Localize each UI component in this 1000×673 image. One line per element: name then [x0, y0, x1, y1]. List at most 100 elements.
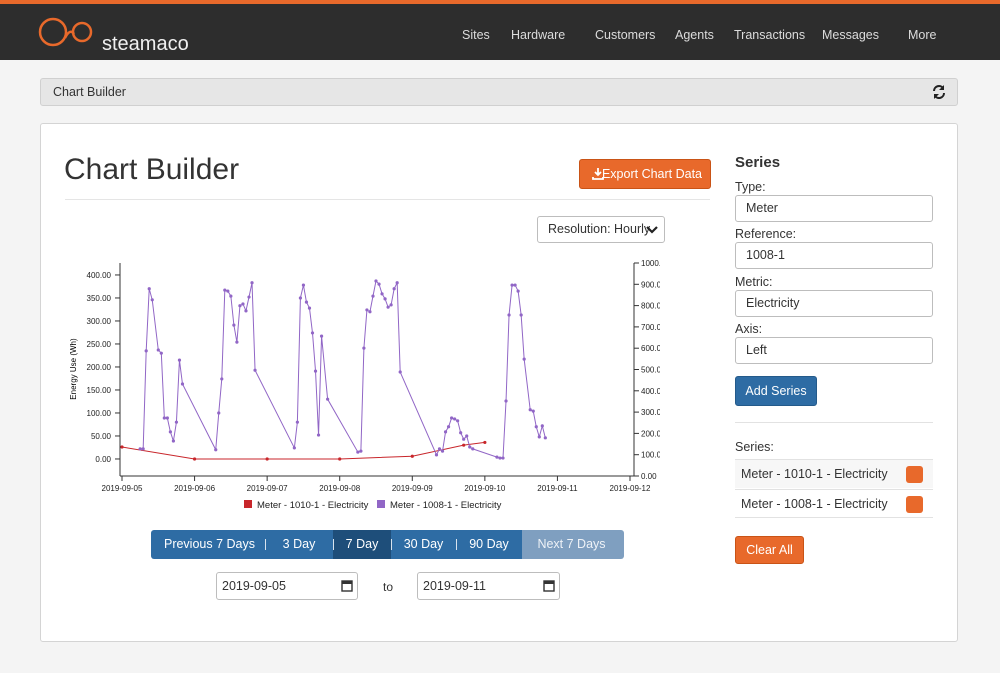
- data-point: [362, 346, 366, 350]
- previous-button[interactable]: Previous 7 Days: [151, 530, 265, 559]
- data-point: [440, 449, 445, 453]
- page-title: Chart Builder: [64, 153, 240, 186]
- select-value: Left: [746, 343, 767, 357]
- data-point: [356, 450, 360, 454]
- x-tick-label: 2019-09-06: [174, 484, 215, 493]
- y2-tick-label: 1000.00: [641, 259, 660, 268]
- data-point: [537, 435, 541, 439]
- data-point: [504, 399, 508, 403]
- y2-tick-label: 900.00: [641, 280, 660, 289]
- date-to-value: 2019-09-11: [423, 579, 487, 593]
- data-point: [522, 357, 526, 361]
- data-point: [265, 457, 269, 461]
- nav-link[interactable]: Messages: [822, 28, 879, 42]
- brand: steamaco: [102, 33, 189, 54]
- data-point: [250, 281, 254, 285]
- data-point: [513, 283, 517, 287]
- next-button[interactable]: Next 7 Days: [522, 530, 624, 559]
- data-point: [519, 313, 523, 317]
- accent-stripe: [0, 0, 1000, 4]
- legend-label: Meter - 1010-1 - Electricity: [257, 500, 369, 511]
- y2-tick-label: 700.00: [641, 323, 660, 332]
- data-point: [150, 298, 154, 302]
- range-option[interactable]: 90 Day: [456, 530, 522, 559]
- add-series-button[interactable]: Add Series: [735, 376, 817, 406]
- y-tick-label: 250.00: [87, 340, 112, 349]
- y2-tick-label: 100.00: [641, 451, 660, 460]
- data-point: [374, 279, 378, 283]
- sidebar-heading: Series: [735, 154, 781, 171]
- data-point: [371, 294, 375, 298]
- select[interactable]: Meter: [735, 195, 933, 222]
- data-point: [177, 358, 182, 362]
- nav-link[interactable]: Transactions: [734, 28, 806, 42]
- data-point: [220, 377, 224, 381]
- range-option[interactable]: 3 Day: [265, 530, 333, 559]
- series-line: [121, 441, 485, 460]
- data-point: [449, 416, 454, 420]
- select[interactable]: 1008-1: [735, 242, 933, 269]
- nav-link[interactable]: More: [908, 28, 937, 42]
- x-tick-label: 2019-09-05: [102, 484, 143, 493]
- data-point: [295, 420, 299, 424]
- nav-link[interactable]: Sites: [462, 28, 490, 42]
- clear-all-button[interactable]: Clear All: [735, 536, 804, 564]
- remove-button[interactable]: [906, 496, 923, 513]
- data-point: [238, 304, 242, 308]
- separator: [391, 539, 392, 550]
- data-point: [543, 436, 547, 440]
- logo[interactable]: steamaco: [38, 14, 198, 54]
- data-point: [462, 443, 466, 447]
- data-point: [395, 281, 399, 285]
- data-point: [241, 302, 245, 306]
- data-point: [307, 306, 312, 310]
- x-tick-label: 2019-09-07: [247, 484, 288, 493]
- data-point: [165, 416, 169, 420]
- select[interactable]: Electricity: [735, 290, 933, 317]
- y-tick-label: 50.00: [91, 432, 112, 441]
- field-label: Axis:: [735, 322, 763, 336]
- series-item: Meter - 1008-1 - Electricity: [735, 489, 933, 518]
- nav-link[interactable]: Agents: [675, 28, 714, 42]
- data-point: [380, 292, 384, 296]
- data-point: [534, 425, 538, 429]
- export-label: Export Chart Data: [601, 167, 703, 181]
- x-tick-label: 2019-09-10: [464, 484, 505, 493]
- range-option[interactable]: 7 Day: [333, 530, 391, 559]
- select[interactable]: Left: [735, 337, 933, 364]
- data-point: [383, 297, 387, 301]
- data-point: [168, 430, 172, 434]
- data-point: [229, 294, 233, 298]
- data-point: [434, 453, 439, 457]
- y2-tick-label: 500.00: [641, 366, 660, 375]
- data-point: [389, 303, 393, 307]
- data-point: [310, 331, 315, 335]
- y2-tick-label: 800.00: [641, 302, 660, 311]
- data-point: [214, 448, 218, 452]
- select-value: Meter: [746, 201, 778, 215]
- data-point: [226, 289, 230, 293]
- data-point: [528, 408, 532, 412]
- range-option[interactable]: 30 Day: [391, 530, 456, 559]
- remove-button[interactable]: [906, 466, 923, 483]
- nav-link[interactable]: Customers: [595, 28, 656, 42]
- data-point: [217, 411, 221, 415]
- data-point: [359, 449, 363, 453]
- refresh-icon[interactable]: [931, 84, 947, 100]
- data-point: [498, 456, 502, 460]
- to-label: to: [383, 580, 394, 594]
- x-tick-label: 2019-09-08: [319, 484, 360, 493]
- legend-swatch: [377, 500, 385, 508]
- download-icon: [592, 168, 604, 180]
- y2-tick-label: 600.00: [641, 344, 660, 353]
- breadcrumb-bar: Chart Builder: [40, 78, 958, 106]
- next-label: Next 7 Days: [537, 537, 606, 551]
- date-to[interactable]: 2019-09-11: [417, 572, 560, 600]
- resolution-select[interactable]: Resolution: Hourly: [537, 216, 665, 243]
- nav-link[interactable]: Hardware: [511, 28, 566, 42]
- data-point: [298, 296, 303, 300]
- data-point: [465, 434, 469, 438]
- date-from[interactable]: 2019-09-05: [216, 572, 358, 600]
- export-button[interactable]: Export Chart Data: [579, 159, 711, 189]
